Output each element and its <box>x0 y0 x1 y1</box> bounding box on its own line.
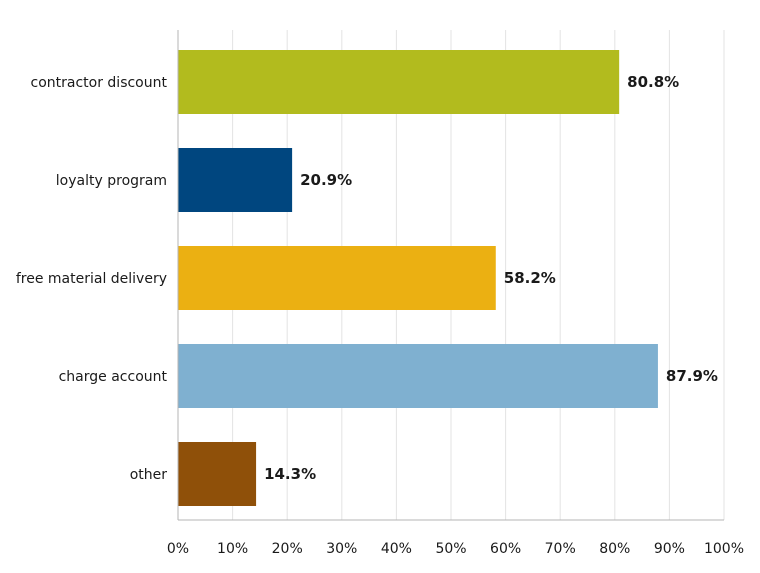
value-label: 58.2% <box>504 269 556 287</box>
x-tick-label: 10% <box>217 541 248 557</box>
category-label: contractor discount <box>31 75 168 91</box>
category-label: charge account <box>59 369 168 385</box>
x-tick-label: 0% <box>167 541 189 557</box>
x-tick-label: 40% <box>381 541 412 557</box>
category-label: other <box>130 467 168 483</box>
x-tick-label: 50% <box>435 541 466 557</box>
bars <box>178 50 658 506</box>
category-label: free material delivery <box>16 271 167 287</box>
x-tick-label: 60% <box>490 541 521 557</box>
bar <box>178 50 620 114</box>
x-tick-label: 20% <box>272 541 303 557</box>
bar <box>178 344 658 408</box>
bar <box>178 148 293 212</box>
bar <box>178 442 257 506</box>
x-tick-label: 100% <box>704 541 744 557</box>
bar <box>178 246 496 310</box>
labels: 0% 10% 20% 30% 40% 50% 60% 70% 80% 90% 100% contrac… <box>16 73 744 557</box>
value-label: 87.9% <box>666 367 718 385</box>
x-tick-label: 70% <box>545 541 576 557</box>
x-tick-label: 30% <box>326 541 357 557</box>
value-label: 20.9% <box>300 171 352 189</box>
x-tick-label: 80% <box>599 541 630 557</box>
category-label: loyalty program <box>56 173 167 189</box>
value-label: 80.8% <box>627 73 679 91</box>
x-tick-label: 90% <box>654 541 685 557</box>
value-label: 14.3% <box>264 465 316 483</box>
